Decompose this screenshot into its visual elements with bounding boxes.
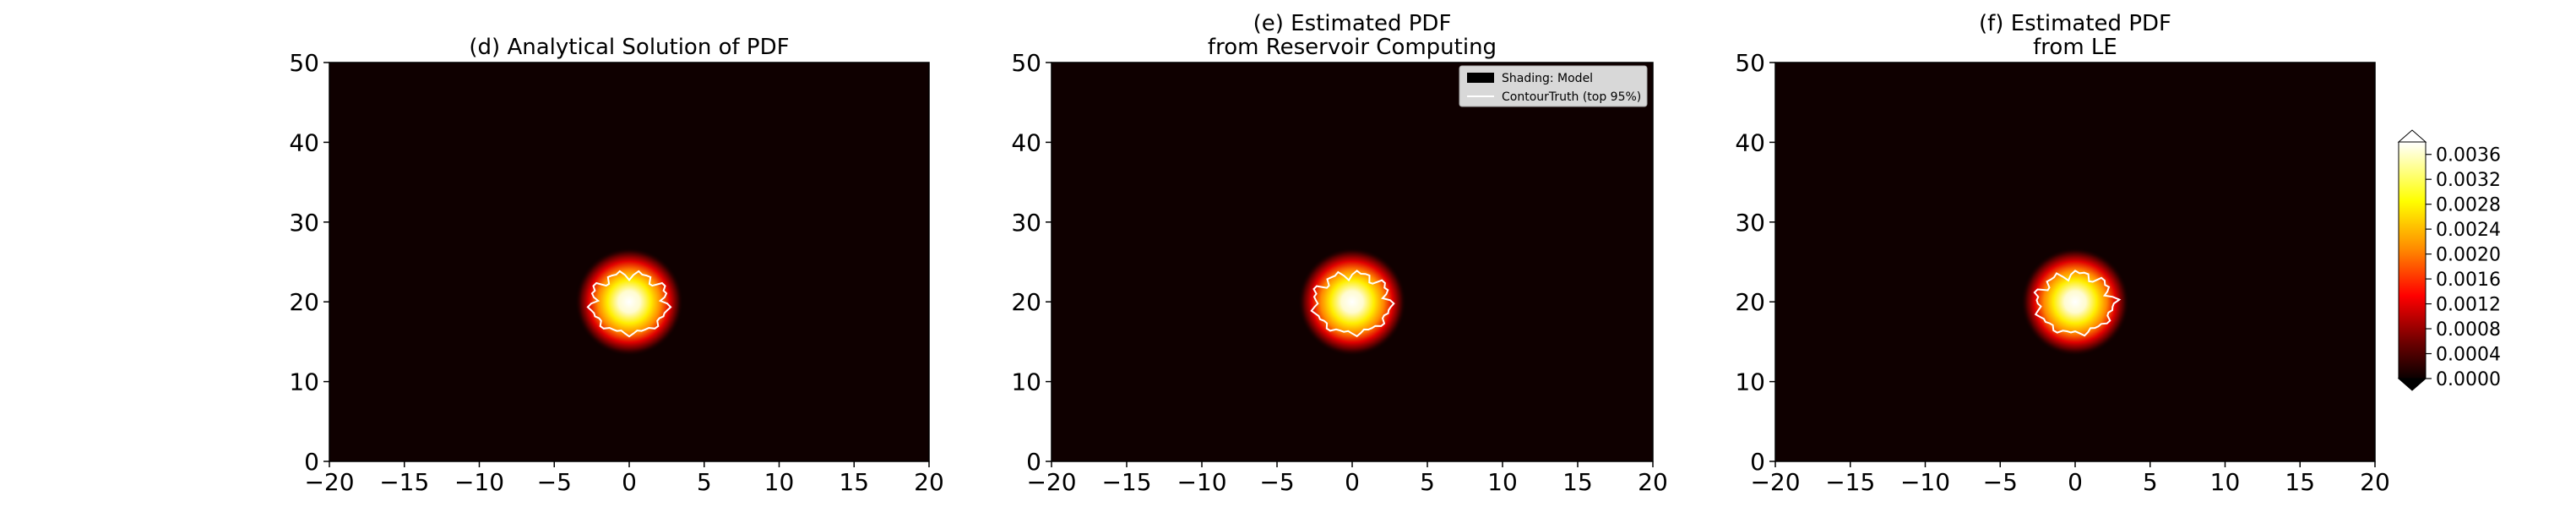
x-tick-label: 20 — [914, 468, 944, 496]
colorbar-tick-label: 0.0032 — [2436, 170, 2501, 191]
x-tick-label: 10 — [2210, 468, 2241, 496]
panel-title-d: (d) Analytical Solution of PDF — [469, 35, 789, 60]
pdf-peak-d — [575, 248, 683, 357]
truth-contour-f — [2033, 270, 2122, 337]
x-tick-label: 20 — [1638, 468, 1668, 496]
colorbar-extend-bottom — [2397, 378, 2427, 391]
y-tick-label: 40 — [1011, 128, 1041, 156]
x-tick-label: 5 — [697, 468, 712, 496]
x-tick-label: −10 — [1177, 468, 1226, 496]
x-tick-label: 0 — [1345, 468, 1360, 496]
x-tick-label: 10 — [764, 468, 795, 496]
y-tick-label: 0 — [304, 448, 319, 476]
x-tick-label: −5 — [537, 468, 572, 496]
x-tick-label: −20 — [1026, 468, 1076, 496]
y-tick-label: 50 — [289, 49, 319, 77]
colorbar-tick-label: 0.0004 — [2436, 345, 2501, 366]
colorbar: 0.0000 0.0004 0.0008 0.0012 0.0016 0.0020 0.00… — [2397, 129, 2501, 391]
panel-title-e-line2: from Reservoir Computing — [1208, 35, 1497, 60]
colorbar-tick-label: 0.0024 — [2436, 220, 2501, 241]
x-tick-label: −10 — [454, 468, 504, 496]
colorbar-tick-label: 0.0012 — [2436, 295, 2501, 316]
x-tick-label: −10 — [1900, 468, 1950, 496]
pdf-peak-f — [2021, 248, 2129, 357]
legend-entry-contour: ContourTruth (top 95%) — [1502, 90, 1641, 104]
y-tick-label: 10 — [1735, 368, 1765, 396]
colorbar-extend-top — [2397, 129, 2427, 143]
y-tick-label: 50 — [1735, 49, 1765, 77]
colorbar-tick-label: 0.0028 — [2436, 195, 2501, 216]
y-tick-label: 0 — [1026, 448, 1041, 476]
legend-swatch-model — [1467, 73, 1494, 83]
x-tick-label: 0 — [2068, 468, 2083, 496]
colorbar-tick-label: 0.0036 — [2436, 145, 2501, 166]
truth-contour-e — [1310, 270, 1395, 338]
x-tick-label: −20 — [1750, 468, 1800, 496]
y-tick-label: 20 — [1011, 288, 1041, 316]
legend: Shading: Model ContourTruth (top 95%) — [1459, 65, 1648, 107]
y-tick-label: 30 — [289, 209, 319, 237]
x-tick-label: 15 — [1562, 468, 1593, 496]
y-tick-label: 50 — [1011, 49, 1041, 77]
panel-title-f-line1: (f) Estimated PDF — [1979, 11, 2171, 36]
y-tick-label: 10 — [1011, 368, 1041, 396]
panel-title-f-line2: from LE — [2033, 35, 2117, 60]
panel-title-e-line1: (e) Estimated PDF — [1253, 11, 1452, 36]
x-tick-label: 15 — [2285, 468, 2315, 496]
y-tick-label: 40 — [289, 128, 319, 156]
x-tick-label: −5 — [1983, 468, 2018, 496]
panel-d: −20 −15 −10 −5 0 5 10 15 20 0 10 20 30 40 50 (d) Analy… — [289, 35, 943, 496]
x-tick-label: −15 — [1825, 468, 1875, 496]
x-tick-label: 5 — [2143, 468, 2158, 496]
x-tick-label: 20 — [2360, 468, 2390, 496]
colorbar-tick-label: 0.0016 — [2436, 270, 2501, 291]
legend-entry-model: Shading: Model — [1502, 72, 1593, 85]
x-tick-label: 10 — [1487, 468, 1518, 496]
colorbar-tick-label: 0.0008 — [2436, 319, 2501, 341]
colorbar-bar — [2398, 141, 2427, 379]
x-tick-label: −15 — [1101, 468, 1151, 496]
y-tick-label: 30 — [1735, 209, 1765, 237]
legend-box — [1459, 65, 1648, 107]
truth-contour-d — [586, 270, 672, 338]
panel-f: −20 −15 −10 −5 0 5 10 15 20 0 10 20 30 40 50 (f) Estim… — [1735, 11, 2389, 496]
x-tick-label: 5 — [1420, 468, 1435, 496]
x-tick-label: −20 — [304, 468, 354, 496]
panel-e: −20 −15 −10 −5 0 5 10 15 20 0 10 20 30 40 50 (e) Estim… — [1011, 11, 1667, 496]
y-tick-label: 10 — [289, 368, 319, 396]
x-tick-label: −15 — [379, 468, 429, 496]
y-tick-label: 20 — [1735, 288, 1765, 316]
x-tick-label: 15 — [839, 468, 869, 496]
colorbar-tick-label: 0.0000 — [2436, 369, 2501, 390]
colorbar-tick-label: 0.0020 — [2436, 245, 2501, 266]
x-tick-label: 0 — [622, 468, 637, 496]
y-tick-label: 30 — [1011, 209, 1041, 237]
y-tick-label: 40 — [1735, 128, 1765, 156]
y-tick-label: 20 — [289, 288, 319, 316]
x-tick-label: −5 — [1259, 468, 1294, 496]
pdf-peak-e — [1298, 248, 1406, 357]
y-tick-label: 0 — [1750, 448, 1765, 476]
